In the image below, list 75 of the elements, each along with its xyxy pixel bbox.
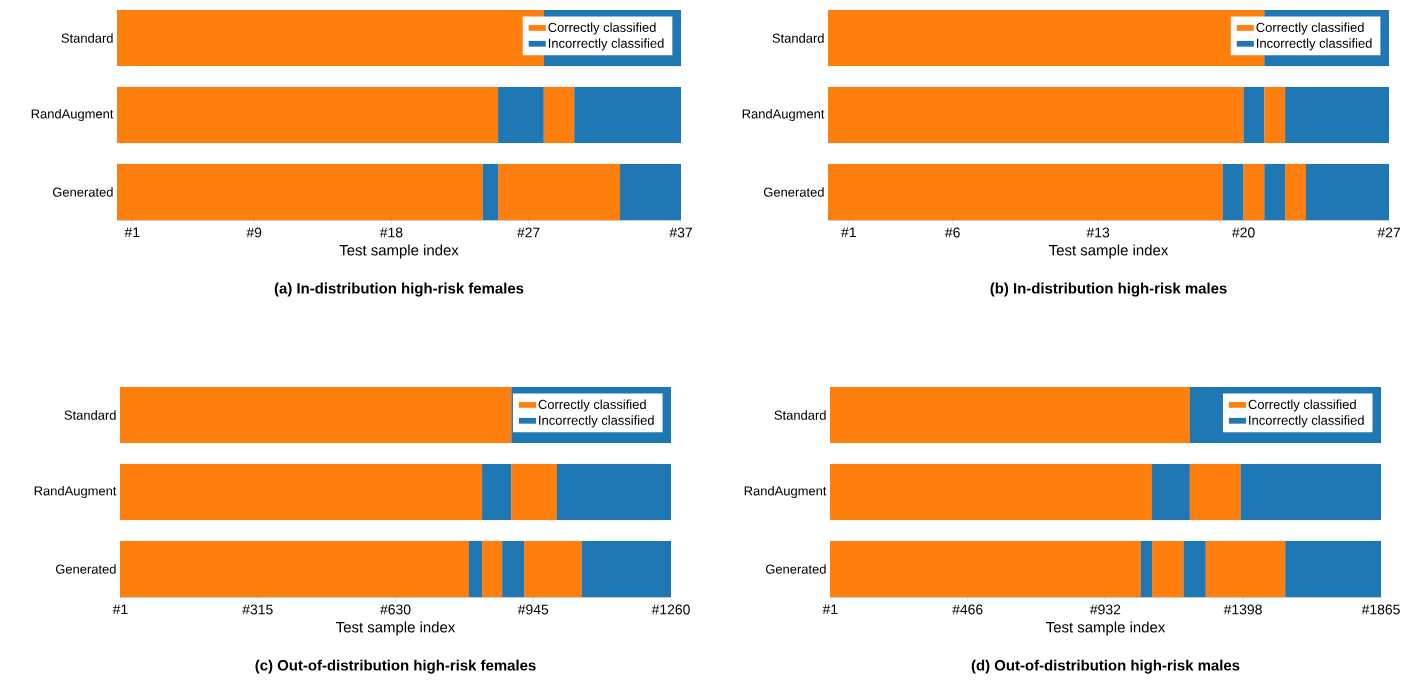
x-tick-label: #1398 [1223,604,1262,615]
bar [498,86,544,144]
bar [556,463,672,521]
bar [1151,463,1190,521]
bar [828,86,1244,144]
x-tick-label: #630 [380,604,411,615]
bar [482,163,499,220]
bar [581,540,672,597]
y-tick-label: RandAugment [744,485,827,499]
x-tick-label: #27 [517,227,540,238]
x-tick-label: #932 [1089,604,1121,615]
bar [1305,163,1390,220]
x-tick-label: #1 [822,604,838,615]
x-tick-label: #37 [669,227,692,238]
x-axis-title: Test sample index [339,244,459,259]
bar [543,86,575,144]
bar [511,463,557,521]
bar [498,163,621,220]
x-tick-label: #1 [841,227,856,238]
bar [1189,463,1241,521]
x-tick-label: #945 [517,604,549,615]
y-tick-label: Standard [61,33,113,43]
text: (a) In-distribution high-risk females [274,282,524,297]
bar [1285,163,1306,220]
x-tick-label: #6 [944,227,960,238]
y-tick-label: RandAugment [31,108,114,122]
y-tick-label: Standard [772,33,824,43]
legend-label: Correctly classified [1248,399,1356,412]
y-tick-label: RandAugment [34,485,117,499]
bar [1243,86,1265,144]
legend-label: Correctly classified [1256,22,1364,35]
x-tick-label: #1 [112,604,128,615]
text: (d) Out-of-distribution high-risk males [971,659,1240,674]
y-tick-label: Standard [774,410,826,420]
x-tick-label: #1865 [1361,604,1400,615]
bar [482,463,512,521]
legend-label: Incorrectly classified [1249,415,1364,428]
bar [1264,163,1286,220]
legend-label: Correctly classified [548,22,656,35]
x-tick-label: #1 [124,227,140,238]
x-tick-label: #466 [952,604,983,615]
y-tick-label: Generated [52,187,113,197]
x-tick-label: #27 [1377,227,1400,238]
x-tick-label: #9 [246,227,262,238]
bar [1243,163,1265,220]
legend-label: Incorrectly classified [548,38,664,51]
bar [574,86,681,144]
x-tick-label: #20 [1232,227,1255,238]
legend-label: Correctly classified [538,399,646,412]
y-tick-label: RandAugment [742,108,825,122]
x-axis-title: Test sample index [1049,244,1169,259]
legend-label: Incorrectly classified [1257,38,1372,51]
x-tick-label: #1260 [651,604,690,615]
bar [830,387,1190,444]
x-axis-title: Test sample index [1046,621,1166,636]
text: (c) Out-of-distribution high-risk females [255,659,536,674]
text: (b) In-distribution high-risk males [990,282,1227,297]
y-tick-label: Generated [763,187,824,197]
bar [830,540,1141,597]
y-tick-label: Standard [64,410,116,420]
x-axis-title: Test sample index [336,621,456,636]
x-tick-label: #315 [242,604,273,615]
bar [1240,463,1382,521]
bar [1222,163,1244,220]
bar [830,463,1153,521]
bar [1285,540,1382,597]
bar [1285,86,1390,144]
bar [1264,86,1286,144]
legend-label: Incorrectly classified [539,415,654,428]
x-tick-label: #13 [1086,227,1110,238]
y-tick-label: Generated [765,564,826,574]
bar [828,163,1223,220]
x-tick-label: #18 [379,227,403,238]
bar [117,163,483,220]
y-tick-label: Generated [55,564,116,574]
